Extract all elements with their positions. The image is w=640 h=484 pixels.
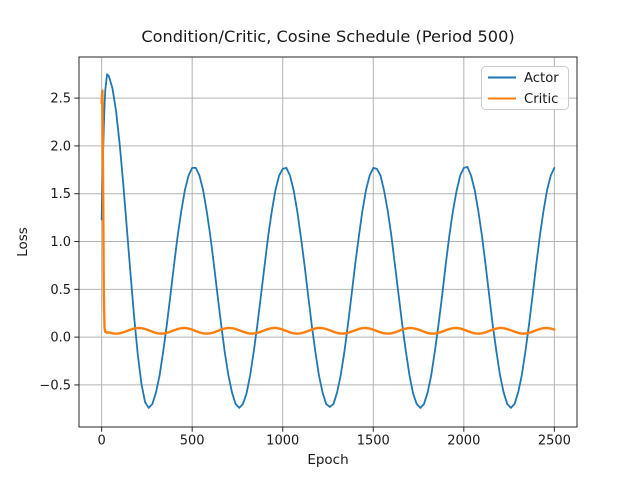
x-tick-label: 2500 bbox=[538, 434, 571, 449]
y-tick-label: −0.5 bbox=[39, 378, 71, 393]
x-tick-label: 500 bbox=[180, 434, 205, 449]
series-line-actor bbox=[100, 73, 556, 409]
x-tick-label: 0 bbox=[97, 434, 105, 449]
y-axis-label: Loss bbox=[15, 227, 31, 257]
chart-title: Condition/Critic, Cosine Schedule (Perio… bbox=[141, 27, 514, 46]
y-tick-label: 1.5 bbox=[50, 187, 71, 202]
y-tick-label: 1.0 bbox=[50, 235, 71, 250]
legend: Actor Critic bbox=[481, 66, 569, 110]
legend-label-actor: Actor bbox=[524, 71, 559, 86]
x-tick-label: 2000 bbox=[447, 434, 480, 449]
y-tick-label: 2.0 bbox=[50, 139, 71, 154]
series-line-critic bbox=[100, 89, 556, 335]
y-tick-label: 2.5 bbox=[50, 92, 71, 107]
legend-label-critic: Critic bbox=[524, 92, 558, 107]
plot-series bbox=[100, 73, 556, 409]
grid-lines bbox=[79, 57, 577, 427]
axis-ticks: 0 500 1000 1500 2000 2500 −0.5 0.0 0.5 1.0 1.5 2.0 2… bbox=[39, 92, 570, 449]
y-tick-label: 0.0 bbox=[50, 331, 71, 346]
x-tick-label: 1000 bbox=[266, 434, 299, 449]
plot-border bbox=[78, 56, 578, 428]
x-axis-label: Epoch bbox=[307, 452, 348, 468]
x-tick-label: 1500 bbox=[357, 434, 390, 449]
y-tick-label: 0.5 bbox=[50, 283, 71, 298]
